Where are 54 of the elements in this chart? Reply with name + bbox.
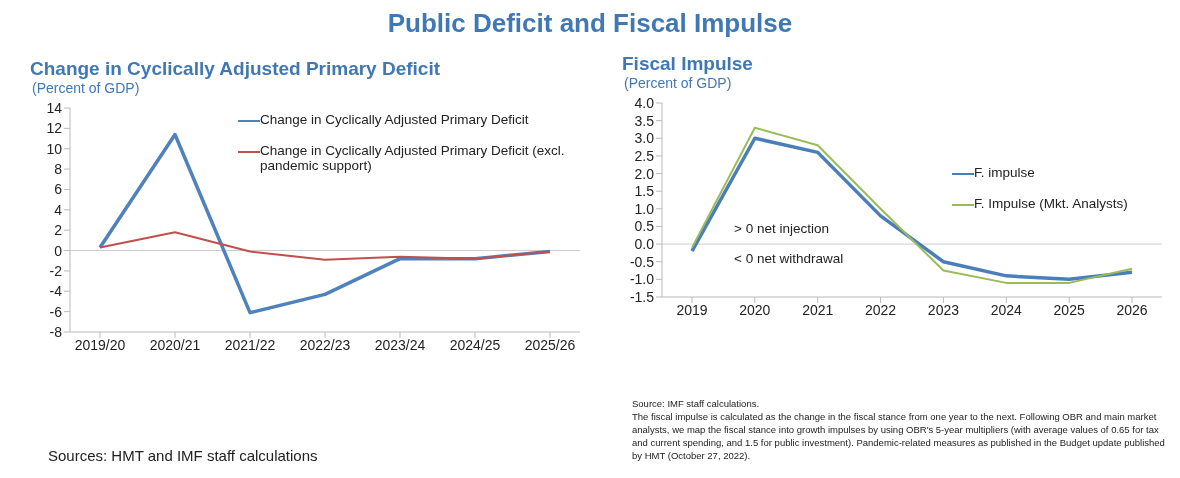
x-tick-label: 2025: [1053, 301, 1085, 318]
y-tick-label: 14: [46, 99, 63, 116]
text: Public Deficit and Fiscal Impulse: [386, 8, 794, 39]
y-tick-label: -6: [49, 303, 63, 320]
y-tick-label: -1.0: [629, 271, 655, 288]
y-tick-label: 0.0: [634, 236, 655, 253]
chart-title: Fiscal Impulse: [622, 53, 754, 75]
y-tick-label: 10: [46, 140, 63, 157]
text: The fiscal impulse is calculated as the change in the fiscal stance from one year to the next. Following OBR and main market analysts, we map the fiscal stance into growth impulses by using OBR's 5-year multipliers (with average values of 0.65 for tax and current spending, and 1.5 for public investment). Pandemic-related measures as published in the Budget update published by HMT (October 27, 2022).: [632, 410, 1166, 462]
x-tick-label: 2019: [676, 301, 708, 318]
y-tick-label: 1.5: [634, 183, 655, 200]
y-tick-label: 2.0: [634, 165, 655, 182]
legend-label: F. impulse: [974, 165, 1035, 180]
y-tick-label: 3.5: [634, 112, 655, 129]
y-tick-label: 4.0: [634, 94, 655, 111]
chart-subtitle: (Percent of GDP): [32, 80, 141, 96]
legend-label: Change in Cyclically Adjusted Primary Deficit (excl. pandemic support): [260, 143, 566, 173]
y-tick-label: 1.0: [634, 200, 655, 217]
x-tick-label: 2021/22: [224, 336, 276, 353]
y-tick-label: 4: [54, 201, 63, 218]
y-tick-label: -2: [49, 262, 63, 279]
y-tick-label: 2.5: [634, 147, 655, 164]
line-series: [99, 231, 551, 261]
annotation: > 0 net injection: [734, 221, 829, 236]
x-tick-label: 2022: [864, 301, 897, 318]
y-tick-label: 12: [46, 120, 63, 137]
source-note: Source: IMF staff calculations.: [632, 397, 761, 410]
x-tick-label: 2023/24: [374, 336, 426, 353]
y-tick-label: 8: [54, 161, 63, 178]
x-tick-label: 2026: [1116, 301, 1148, 318]
legend-label: Change in Cyclically Adjusted Primary Deficit: [260, 112, 529, 127]
x-tick-label: 2021: [802, 301, 834, 318]
y-tick-label: 0.5: [634, 218, 655, 235]
x-tick-label: 2025/26: [524, 336, 576, 353]
chart-title: Change in Cyclically Adjusted Primary Deficit: [30, 58, 442, 80]
source-note: Sources: HMT and IMF staff calculations: [48, 447, 319, 465]
chart-subtitle: (Percent of GDP): [624, 75, 733, 91]
x-tick-label: 2020: [739, 301, 771, 318]
x-tick-label: 2022/23: [299, 336, 351, 353]
y-tick-label: 0: [54, 242, 63, 259]
y-tick-label: 2: [54, 222, 63, 239]
y-tick-label: -0.5: [629, 253, 655, 270]
y-tick-label: -1.5: [629, 288, 655, 305]
y-tick-label: 3.0: [634, 130, 655, 147]
annotation: < 0 net withdrawal: [734, 251, 844, 266]
x-tick-label: 2019/20: [74, 336, 126, 353]
x-tick-label: 2024/25: [449, 336, 501, 353]
x-tick-label: 2024: [990, 301, 1023, 318]
y-tick-label: -8: [49, 323, 63, 340]
x-tick-label: 2020/21: [149, 336, 201, 353]
x-tick-label: 2023: [927, 301, 960, 318]
y-tick-label: -4: [49, 283, 63, 300]
legend-label: F. Impulse (Mkt. Analysts): [974, 196, 1128, 211]
y-tick-label: 6: [54, 181, 63, 198]
